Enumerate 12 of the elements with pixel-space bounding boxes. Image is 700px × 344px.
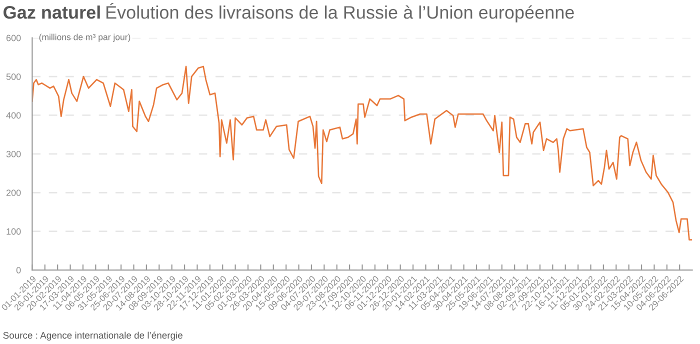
line-series — [32, 66, 692, 241]
y-tick-label: 600 — [6, 34, 21, 42]
y-tick-label: 300 — [6, 150, 21, 158]
y-tick-label: 0 — [16, 267, 21, 274]
chart-subtitle: Évolution des livraisons de la Russie à l’Union européenne — [106, 2, 574, 22]
y-tick-label: 100 — [6, 228, 21, 235]
y-tick-label: 400 — [6, 112, 21, 119]
source-note: Source : Agence internationale de l’énergie — [3, 332, 182, 341]
chart-title: Gaz naturel — [4, 6, 100, 19]
y-tick-label: 200 — [6, 190, 21, 196]
y-axis-title: (millions de m³ par jour) — [39, 34, 130, 42]
y-tick-label: 500 — [6, 74, 21, 80]
